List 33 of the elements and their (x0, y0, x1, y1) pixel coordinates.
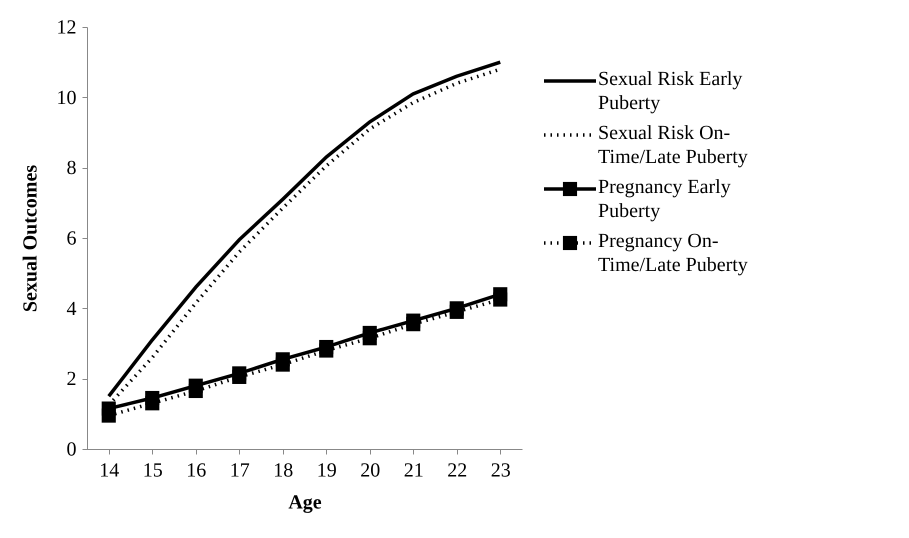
y-tick-label: 12 (56, 16, 76, 38)
point (493, 292, 508, 307)
point (276, 358, 290, 372)
point (188, 384, 203, 398)
point (319, 343, 334, 358)
x-tick-label: 19 (316, 460, 337, 482)
x-tick-label: 22 (447, 460, 468, 482)
point (362, 331, 377, 346)
x-tick-label: 21 (404, 460, 424, 482)
x-tick-label: 15 (142, 460, 163, 482)
legend-label: Sexual Risk Early Puberty (598, 68, 742, 114)
x-tick-label: 23 (490, 460, 511, 482)
x-tick-label: 20 (360, 460, 380, 482)
x-axis-title: Age (288, 492, 322, 514)
y-tick-label: 6 (66, 228, 76, 250)
x-tick-label: 16 (186, 460, 206, 482)
legend-label: Pregnancy Early Puberty (598, 176, 731, 222)
point (102, 408, 116, 423)
x-tick-label: 18 (273, 460, 294, 482)
y-tick-label: 0 (66, 438, 76, 460)
y-tick-label: 10 (56, 86, 76, 109)
legend-label: Pregnancy On-Time/Late Puberty (598, 230, 748, 276)
point (450, 304, 464, 319)
x-tick-label: 17 (230, 460, 250, 482)
legend-label: Sexual Risk On-Time/Late Puberty (598, 122, 748, 168)
y-tick-label: 2 (66, 368, 76, 390)
y-tick-label: 4 (66, 298, 76, 320)
point (406, 317, 420, 332)
point (232, 370, 246, 384)
point (145, 396, 160, 410)
y-axis-title: Sexual Outcomes (20, 164, 42, 312)
y-tick-label: 8 (66, 157, 76, 180)
x-tick-label: 14 (99, 460, 120, 482)
